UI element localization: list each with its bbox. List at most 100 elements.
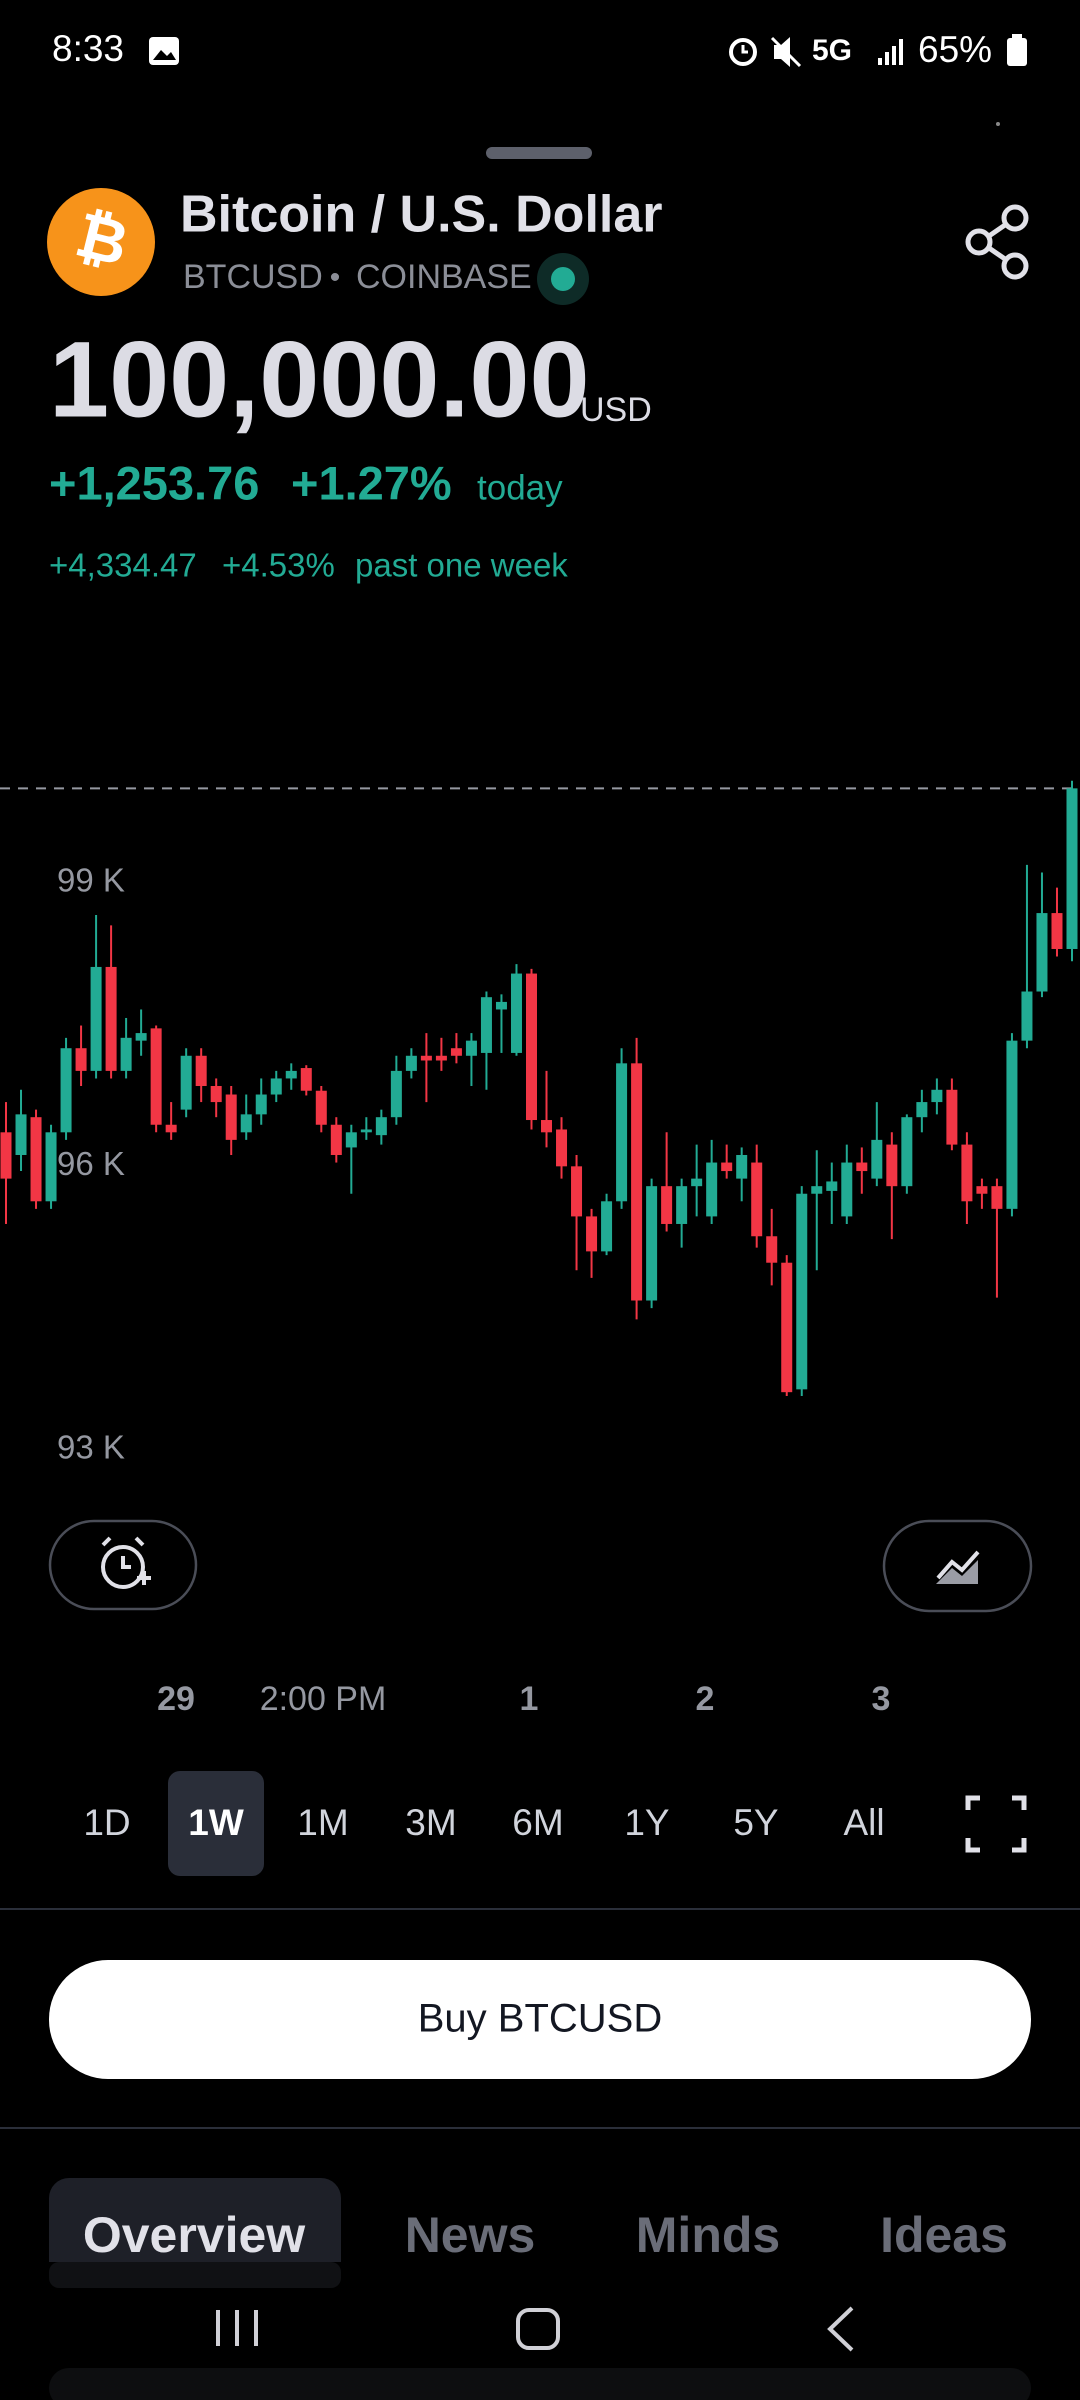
candle-body <box>375 1117 387 1136</box>
exchange: COINBASE <box>356 258 532 296</box>
add-alert-button[interactable] <box>48 1519 198 1611</box>
candle-body <box>30 1117 42 1202</box>
candle-body <box>135 1033 147 1041</box>
time-range-option[interactable]: 5Y <box>733 1802 778 1843</box>
candle-body <box>15 1114 27 1155</box>
candle-body <box>541 1120 553 1133</box>
candle-body <box>510 973 522 1053</box>
coin-logo <box>47 188 155 296</box>
price-chart: 93 K 96 K 99 K <box>0 780 1080 1466</box>
fullscreen-button[interactable] <box>965 1795 1027 1853</box>
candle-body <box>105 966 117 1071</box>
candle-body <box>270 1078 282 1095</box>
tab[interactable]: Ideas <box>880 2207 1008 2263</box>
candle-body <box>886 1144 898 1187</box>
tab[interactable]: Minds <box>636 2207 780 2263</box>
candle-body <box>1036 913 1048 992</box>
y-tick-label: 93 K <box>57 1429 125 1466</box>
candle-body <box>796 1193 808 1390</box>
alarm-icon <box>729 38 757 66</box>
tab-selected-bg <box>49 2178 341 2288</box>
candle-body <box>916 1102 928 1118</box>
home-button[interactable] <box>516 2308 560 2350</box>
week-label: past one week <box>355 547 568 584</box>
share-button[interactable] <box>965 204 1029 280</box>
chart-style-button[interactable] <box>882 1519 1033 1613</box>
candle-body <box>210 1086 222 1103</box>
tab[interactable]: Overview <box>83 2207 305 2263</box>
instrument-title: Bitcoin / U.S. Dollar <box>180 186 663 244</box>
price-currency: USD <box>580 391 652 429</box>
change-week-pct: +4.53% <box>222 547 335 584</box>
candle-body <box>180 1055 192 1110</box>
candle-body <box>450 1048 462 1056</box>
candle-body <box>736 1154 748 1179</box>
candle-body <box>420 1055 432 1061</box>
candle-body <box>706 1162 718 1217</box>
battery-icon <box>1007 34 1027 66</box>
candle-body <box>300 1068 312 1091</box>
x-axis-label: 2:00 PM <box>260 1680 387 1718</box>
ticker: BTCUSD <box>183 258 323 296</box>
buy-button[interactable]: Buy BTCUSD <box>49 1960 1031 2079</box>
buy-button-label: Buy BTCUSD <box>418 1997 663 2041</box>
time-range-option[interactable]: 1D <box>83 1802 130 1843</box>
time-range-selected-bg <box>168 1771 264 1876</box>
time-range-option[interactable]: 1Y <box>624 1802 669 1843</box>
candle-body <box>841 1162 853 1217</box>
candle-body <box>1021 991 1033 1041</box>
divider <box>0 2127 1080 2129</box>
candle-body <box>1006 1040 1018 1209</box>
candle-body <box>691 1178 703 1187</box>
today-label: today <box>477 468 563 507</box>
candle-body <box>285 1070 297 1079</box>
candle-body <box>0 1132 12 1179</box>
candle-body <box>1051 913 1063 949</box>
recent-apps-button[interactable] <box>216 2310 258 2346</box>
market-status-dot <box>551 267 575 291</box>
mute-icon <box>770 36 802 68</box>
candle-body <box>811 1186 823 1194</box>
time-range-option[interactable]: 1W <box>188 1802 244 1843</box>
candle-body <box>826 1181 838 1191</box>
tab[interactable]: News <box>405 2207 536 2263</box>
gallery-icon <box>149 37 179 65</box>
candle-body <box>571 1166 583 1217</box>
candle-body <box>976 1186 988 1194</box>
candle-body <box>165 1124 177 1133</box>
y-tick-label: 99 K <box>57 862 125 899</box>
candle-body <box>586 1216 598 1252</box>
y-tick-label: 96 K <box>57 1145 125 1182</box>
x-axis-label: 29 <box>157 1680 195 1718</box>
candle-body <box>195 1055 207 1087</box>
battery-label: 65% <box>918 29 992 70</box>
candle-body <box>360 1129 372 1133</box>
candle-body <box>345 1132 357 1148</box>
candle-body <box>435 1055 447 1061</box>
candle-body <box>961 1144 973 1202</box>
candle-body <box>751 1162 763 1237</box>
candle-body <box>390 1070 402 1118</box>
candle-body <box>661 1186 673 1224</box>
time-range-option[interactable]: 6M <box>512 1802 563 1843</box>
time-range-option[interactable]: All <box>843 1802 884 1843</box>
candle-body <box>676 1186 688 1224</box>
candle-body <box>90 966 102 1071</box>
candle-body <box>255 1094 267 1115</box>
candle-body <box>405 1055 417 1071</box>
candle-body <box>616 1063 628 1202</box>
network-label: 5G <box>812 34 852 67</box>
candle-body <box>75 1048 87 1071</box>
time-range-option[interactable]: 3M <box>405 1802 456 1843</box>
candle-body <box>556 1129 568 1167</box>
time-range-option[interactable]: 1M <box>297 1802 348 1843</box>
candle-body <box>766 1236 778 1263</box>
change-today: +1,253.76 <box>49 456 259 509</box>
candle-body <box>781 1262 793 1393</box>
divider <box>0 1908 1080 1910</box>
candle-body <box>45 1132 57 1202</box>
candle-body <box>601 1201 613 1252</box>
back-button[interactable] <box>827 2306 854 2352</box>
candle-body <box>330 1124 342 1155</box>
candle-body <box>465 1040 477 1056</box>
